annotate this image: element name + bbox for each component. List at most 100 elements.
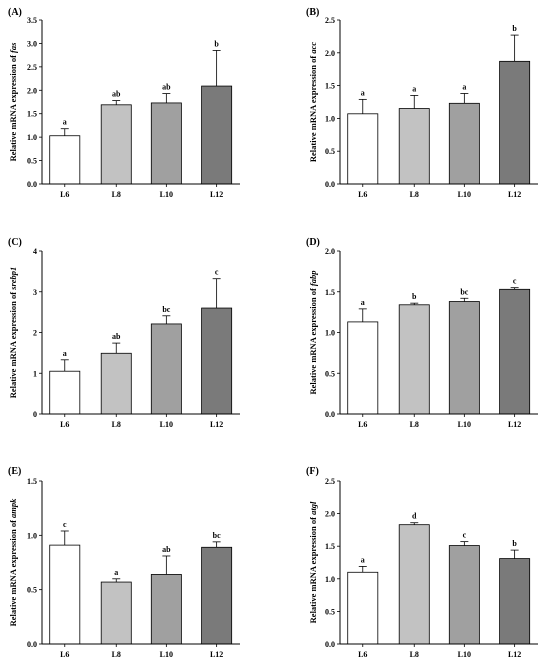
y-tick-label: 2.0 bbox=[325, 510, 335, 519]
bar-l12 bbox=[201, 546, 233, 645]
significance-letter: a bbox=[462, 82, 466, 91]
y-tick-label: 0.0 bbox=[27, 180, 37, 189]
x-tick-label: L6 bbox=[358, 420, 367, 429]
y-tick-label: 1.0 bbox=[27, 531, 37, 540]
x-tick-label: L6 bbox=[60, 650, 69, 658]
y-tick-label: 0.5 bbox=[27, 157, 37, 166]
x-tick-label: L10 bbox=[160, 420, 173, 429]
bar-l12 bbox=[499, 60, 531, 185]
y-tick-label: 1.0 bbox=[325, 575, 335, 584]
x-tick-label: L12 bbox=[210, 190, 223, 199]
bar-l8 bbox=[398, 524, 430, 645]
panel-label: (E) bbox=[8, 466, 21, 477]
chart-panel-a: (A) Relative mRNA expression of fas a L6 ab L… bbox=[8, 7, 240, 199]
y-tick-label: 3 bbox=[33, 288, 37, 297]
y-tick-label: 1.5 bbox=[325, 542, 335, 551]
y-axis-label: Relative mRNA expression of srebp1 bbox=[8, 267, 18, 399]
bar-l8 bbox=[100, 104, 132, 185]
panel-label: (D) bbox=[306, 237, 320, 248]
significance-letter: b bbox=[412, 292, 417, 301]
x-tick-label: L6 bbox=[60, 190, 69, 199]
significance-letter: a bbox=[361, 298, 365, 307]
bar-l10 bbox=[150, 102, 182, 185]
y-axis-label-prefix: Relative mRNA expression of bbox=[8, 518, 18, 626]
y-tick-label: 2.0 bbox=[325, 49, 335, 58]
y-axis-label-gene: srebp1 bbox=[8, 267, 18, 291]
panel-label: (C) bbox=[8, 237, 22, 248]
y-tick-label: 2.0 bbox=[325, 247, 335, 256]
y-axis-label: Relative mRNA expression of fas bbox=[8, 42, 18, 162]
x-tick-label: L8 bbox=[112, 190, 121, 199]
x-tick-label: L6 bbox=[358, 650, 367, 658]
significance-letter: c bbox=[463, 531, 467, 540]
y-tick-label: 0.5 bbox=[325, 369, 335, 378]
significance-letter: ab bbox=[162, 83, 171, 92]
y-tick-label: 2.5 bbox=[325, 16, 335, 25]
bar-l6 bbox=[49, 135, 81, 185]
bar-l12 bbox=[499, 288, 531, 415]
y-tick-label: 0.5 bbox=[27, 586, 37, 595]
significance-letter: a bbox=[412, 84, 416, 93]
x-tick-label: L10 bbox=[160, 190, 173, 199]
x-tick-label: L12 bbox=[210, 420, 223, 429]
significance-letter: ab bbox=[162, 545, 171, 554]
significance-letter: d bbox=[412, 512, 417, 521]
bar-l12 bbox=[499, 558, 531, 645]
y-axis-label-prefix: Relative mRNA expression of bbox=[8, 53, 18, 161]
bar-l12 bbox=[201, 85, 233, 185]
y-tick-label: 0.0 bbox=[325, 640, 335, 649]
y-axis-label: Relative mRNA expression of acc bbox=[308, 42, 318, 162]
significance-letter: a bbox=[63, 118, 67, 127]
y-axis-label-prefix: Relative mRNA expression of bbox=[308, 54, 318, 162]
significance-letter: bc bbox=[460, 287, 468, 296]
x-tick-label: L6 bbox=[60, 420, 69, 429]
y-tick-label: 0.0 bbox=[325, 410, 335, 419]
bar-l10 bbox=[150, 323, 182, 415]
y-axis-label: Relative mRNA expression of fabp bbox=[308, 270, 318, 394]
bar-l6 bbox=[49, 370, 81, 415]
y-tick-label: 0.0 bbox=[325, 180, 335, 189]
y-axis-label: Relative mRNA expression of ampk bbox=[8, 498, 18, 627]
bar-l6 bbox=[49, 544, 81, 645]
bar-l8 bbox=[398, 108, 430, 185]
x-tick-label: L8 bbox=[410, 650, 419, 658]
bar-l6 bbox=[347, 321, 379, 415]
significance-letter: a bbox=[361, 88, 365, 97]
y-tick-label: 0.0 bbox=[27, 640, 37, 649]
y-axis-label-prefix: Relative mRNA expression of bbox=[308, 515, 318, 623]
bar-l6 bbox=[347, 571, 379, 645]
bar-l10 bbox=[448, 545, 480, 645]
x-tick-label: L12 bbox=[508, 190, 521, 199]
significance-letter: ab bbox=[112, 332, 121, 341]
x-tick-label: L10 bbox=[160, 650, 173, 658]
x-tick-label: L6 bbox=[358, 190, 367, 199]
y-tick-label: 3.0 bbox=[27, 39, 37, 48]
y-axis-label-prefix: Relative mRNA expression of bbox=[308, 286, 318, 394]
chart-panel-b: (B) Relative mRNA expression of acc a L6 a L8… bbox=[306, 7, 538, 199]
y-axis-label-gene: fabp bbox=[308, 270, 318, 286]
panel-label: (B) bbox=[306, 7, 319, 18]
significance-letter: bc bbox=[213, 531, 221, 540]
x-tick-label: L8 bbox=[112, 420, 121, 429]
bar-l8 bbox=[398, 304, 430, 415]
bar-l10 bbox=[448, 102, 480, 185]
bar-l8 bbox=[100, 581, 132, 645]
significance-letter: ab bbox=[112, 90, 121, 99]
y-tick-label: 1 bbox=[33, 369, 37, 378]
chart-panel-f: (F) Relative mRNA expression of atgl a L6 d L… bbox=[306, 466, 538, 658]
bar-l8 bbox=[100, 352, 132, 415]
y-axis-label-gene: ampk bbox=[8, 498, 18, 518]
bar-l10 bbox=[448, 301, 480, 415]
y-axis-label-gene: acc bbox=[308, 42, 318, 54]
x-tick-label: L12 bbox=[508, 650, 521, 658]
y-tick-label: 2.0 bbox=[27, 86, 37, 95]
chart-panel-e: (E) Relative mRNA expression of ampk c L6 a L… bbox=[8, 466, 240, 658]
significance-letter: b bbox=[512, 24, 517, 33]
x-tick-label: L8 bbox=[410, 190, 419, 199]
x-tick-label: L10 bbox=[458, 650, 471, 658]
x-tick-label: L8 bbox=[410, 420, 419, 429]
significance-letter: a bbox=[361, 555, 365, 564]
x-tick-label: L12 bbox=[210, 650, 223, 658]
bar-l10 bbox=[150, 574, 182, 645]
y-tick-label: 3.5 bbox=[27, 16, 37, 25]
